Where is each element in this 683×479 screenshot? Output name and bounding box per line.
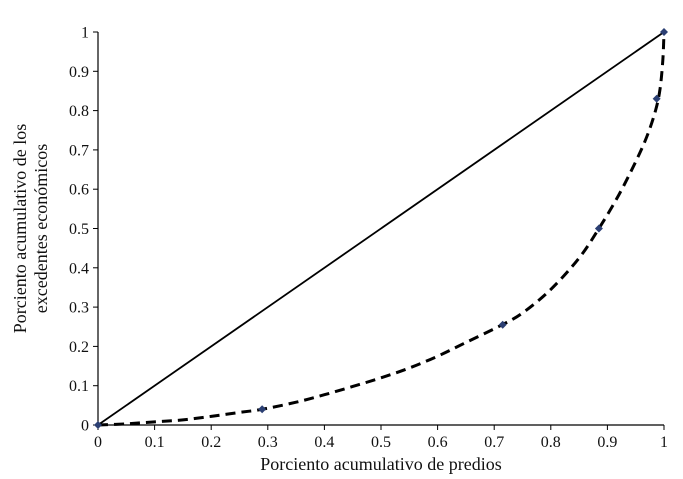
x-tick-label: 1 [660,434,668,451]
lorenz-curve-dashed [97,31,666,427]
x-tick-label: 0.4 [314,434,334,451]
x-axis-title: Porciento acumulativo de predios [260,454,501,474]
data-point-marker [594,224,603,233]
y-tick-label: 0 [81,418,89,435]
x-tick-label: 0.9 [597,434,617,451]
x-tick-label: 0.1 [145,434,165,451]
y-tick-label: 0.6 [69,182,89,199]
y-tick-label: 0.1 [69,378,89,395]
y-tick-label: 1 [81,25,89,42]
x-tick-label: 0.7 [484,434,504,451]
x-tick-label: 0.3 [258,434,278,451]
x-tick-label: 0 [94,434,102,451]
y-tick-label: 0.7 [69,142,89,159]
x-tick-label: 0.5 [371,434,391,451]
data-point-marker [660,28,668,36]
x-axis-ticks: 0 0.1 0.2 0.3 0.4 0.5 0.6 0.7 0.8 0.9 1 [94,425,668,451]
data-point-marker [652,94,661,103]
x-tick-label: 0.2 [201,434,221,451]
y-axis-ticks: 0 0.1 0.2 0.3 0.4 0.5 0.6 0.7 0.8 0.9 1 [69,25,98,435]
y-tick-label: 0.2 [69,339,89,356]
x-tick-label: 0.8 [541,434,561,451]
y-axis-title-line-1: Porciento acumulativo de los [10,124,30,333]
y-tick-label: 0.8 [69,103,89,120]
series-group [97,31,666,427]
y-axis-title-line-2: excedentes económicos [31,144,51,313]
y-tick-label: 0.4 [69,260,89,277]
data-point-marker [498,320,507,329]
x-tick-label: 0.6 [428,434,448,451]
y-tick-label: 0.3 [69,300,89,317]
data-point-marker [94,421,102,429]
data-point-marker [258,405,267,414]
markers-group [94,28,668,429]
equality-line [97,31,665,426]
y-tick-label: 0.9 [69,64,89,81]
y-tick-label: 0.5 [69,221,89,238]
